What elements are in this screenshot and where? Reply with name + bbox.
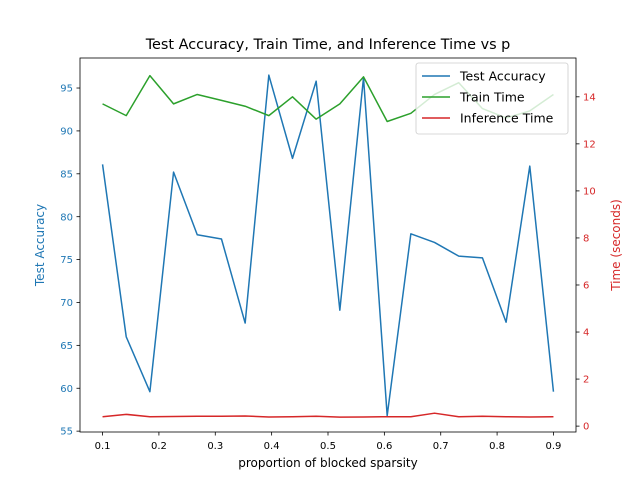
x-tick-label: 0.5: [320, 441, 336, 452]
y-right-tick-label: 10: [583, 186, 596, 197]
y-left-tick-label: 90: [60, 127, 73, 138]
y-left-tick-label: 80: [60, 212, 73, 223]
y-right-tick-label: 6: [583, 281, 589, 292]
x-tick-label: 0.9: [546, 441, 562, 452]
x-axis-ticks: 0.1 0.2 0.3 0.4 0.5 0.6 0.7 0.8 0.9: [95, 432, 562, 452]
x-tick-label: 0.8: [489, 441, 505, 452]
y-left-tick-label: 60: [60, 384, 73, 395]
plot-frame: [79, 57, 577, 433]
y-right-tick-label: 0: [583, 422, 589, 433]
y-left-tick-label: 95: [60, 84, 73, 95]
y-right-axis-label: Time (seconds): [609, 199, 623, 292]
y-left-tick-label: 85: [60, 169, 73, 180]
legend-label-test-accuracy: Test Accuracy: [459, 69, 546, 84]
y-left-tick-label: 75: [60, 255, 73, 266]
x-axis-label: proportion of blocked sparsity: [238, 456, 417, 470]
x-tick-label: 0.1: [95, 441, 111, 452]
y-right-axis-ticks: 0 2 4 6 8 10 12 14: [576, 92, 596, 433]
y-right-tick-label: 2: [583, 375, 589, 386]
y-left-tick-label: 65: [60, 341, 73, 352]
x-tick-label: 0.7: [433, 441, 449, 452]
y-left-axis-ticks: 55 60 65 70 75 80 85 90 95: [60, 84, 80, 438]
series-line-test-accuracy: [101, 74, 555, 417]
y-right-tick-label: 8: [583, 234, 589, 245]
y-left-tick-label: 70: [60, 298, 73, 309]
y-right-tick-label: 12: [583, 139, 596, 150]
y-left-axis-label: Test Accuracy: [33, 204, 47, 287]
chart-title: Test Accuracy, Train Time, and Inference…: [145, 37, 511, 53]
legend-label-inference-time: Inference Time: [460, 111, 554, 126]
y-left-tick-label: 55: [60, 427, 73, 438]
legend-label-train-time: Train Time: [459, 90, 525, 105]
legend: Test Accuracy Train Time Inference Time: [415, 62, 569, 135]
x-tick-label: 0.3: [207, 441, 223, 452]
series-line-inference-time: [102, 412, 554, 418]
y-right-tick-label: 4: [583, 328, 589, 339]
x-tick-label: 0.6: [376, 441, 392, 452]
legend-box: [415, 62, 569, 135]
x-tick-label: 0.2: [151, 441, 167, 452]
x-tick-label: 0.4: [264, 441, 280, 452]
y-right-tick-label: 14: [583, 92, 596, 103]
